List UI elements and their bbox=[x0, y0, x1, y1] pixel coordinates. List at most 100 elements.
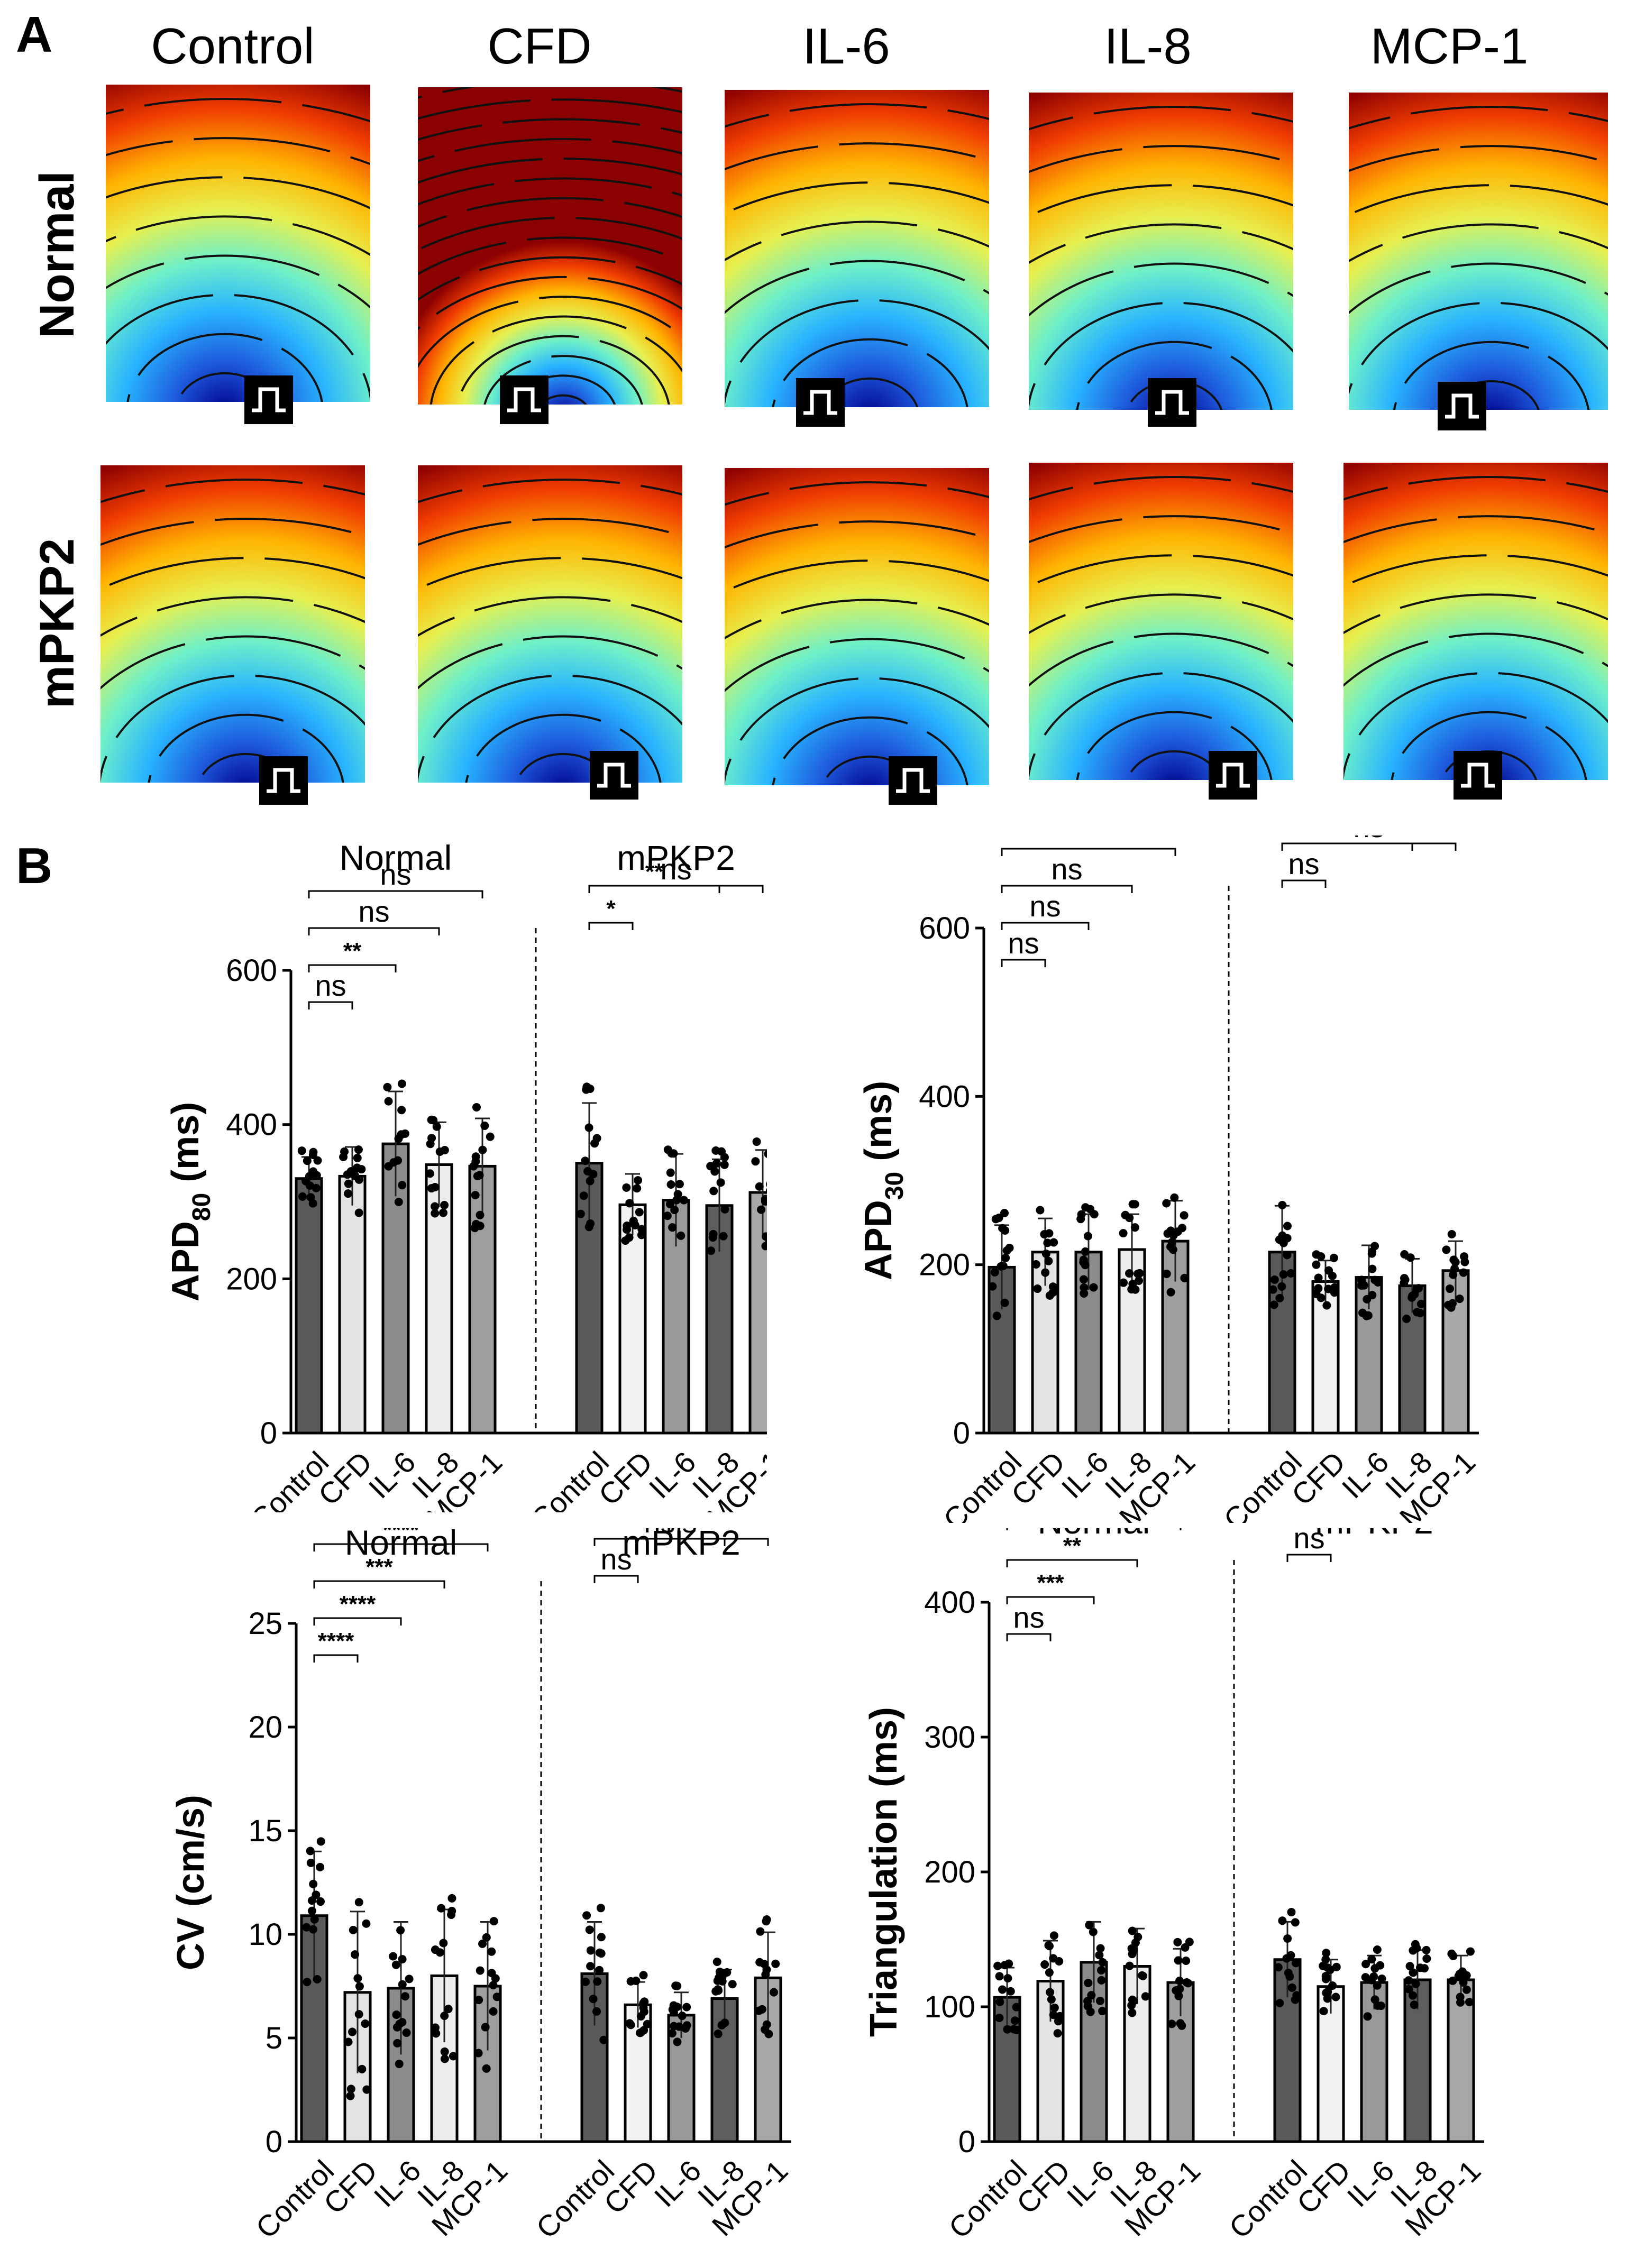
data-point bbox=[425, 1169, 434, 1178]
y-tick-label: 300 bbox=[924, 1720, 975, 1755]
data-point bbox=[673, 1981, 682, 1990]
data-point bbox=[1451, 1257, 1460, 1266]
data-point bbox=[398, 1980, 407, 1989]
data-point bbox=[1184, 1979, 1193, 1988]
significance-bracket bbox=[1001, 959, 1046, 967]
data-point bbox=[756, 1927, 765, 1936]
data-point bbox=[1005, 1243, 1014, 1252]
y-tick-label: 200 bbox=[226, 1262, 277, 1296]
pacing-stimulus-icon bbox=[259, 756, 308, 805]
data-point bbox=[1328, 1272, 1337, 1281]
data-point bbox=[1363, 2012, 1372, 2021]
data-point bbox=[1370, 1275, 1379, 1284]
data-point bbox=[599, 2035, 608, 2044]
data-point bbox=[1128, 2008, 1137, 2017]
data-point bbox=[712, 1159, 721, 1168]
data-point bbox=[1130, 1223, 1139, 1232]
pacing-stimulus-icon bbox=[590, 751, 638, 800]
y-tick-label: 5 bbox=[266, 2021, 282, 2055]
data-point bbox=[1085, 1921, 1094, 1930]
significance-label: ns bbox=[315, 969, 346, 1002]
data-point bbox=[589, 1170, 598, 1179]
data-point bbox=[298, 1192, 307, 1201]
data-point bbox=[764, 2030, 773, 2039]
data-point bbox=[752, 1137, 761, 1146]
data-point bbox=[997, 1262, 1006, 1271]
data-point bbox=[1003, 2025, 1012, 2034]
data-point bbox=[592, 1134, 601, 1143]
data-point bbox=[716, 1178, 725, 1187]
activation-map-mpkp2-mcp-1 bbox=[1343, 463, 1608, 780]
data-point bbox=[306, 1847, 315, 1856]
data-point bbox=[486, 1132, 495, 1141]
data-point bbox=[992, 1311, 1001, 1320]
activation-map-normal-cfd bbox=[418, 87, 682, 405]
column-title-control: Control bbox=[151, 18, 315, 75]
significance-bracket bbox=[313, 1580, 445, 1588]
significance-label: ** bbox=[343, 938, 362, 964]
data-point bbox=[1283, 1222, 1292, 1231]
data-point bbox=[666, 1180, 675, 1189]
significance-label: ** bbox=[645, 859, 664, 885]
data-point bbox=[1003, 1974, 1012, 1983]
data-point bbox=[666, 1168, 675, 1177]
significance-bracket bbox=[1006, 1633, 1052, 1641]
data-point bbox=[1373, 1945, 1382, 1954]
data-point bbox=[471, 1191, 480, 1200]
data-point bbox=[431, 1202, 440, 1211]
data-point bbox=[1046, 1988, 1055, 1997]
data-point bbox=[316, 1897, 325, 1906]
y-tick-label: 0 bbox=[260, 1416, 277, 1450]
y-tick-label: 0 bbox=[266, 2125, 282, 2159]
data-point bbox=[312, 1890, 321, 1899]
y-tick-label: 0 bbox=[953, 1416, 970, 1450]
data-point bbox=[1332, 1962, 1341, 1971]
data-point bbox=[585, 1925, 594, 1934]
data-point bbox=[355, 1982, 364, 1991]
data-point bbox=[1287, 1983, 1296, 1992]
data-point bbox=[669, 2008, 678, 2017]
data-point bbox=[1180, 1211, 1189, 1220]
data-point bbox=[1456, 1998, 1465, 2007]
data-point bbox=[1053, 2029, 1062, 2038]
data-point bbox=[447, 1894, 456, 1903]
data-point bbox=[397, 1079, 406, 1088]
activation-map-mpkp2-il-6 bbox=[725, 468, 989, 785]
data-point bbox=[1097, 1966, 1106, 1975]
data-point bbox=[397, 1106, 406, 1115]
bar-mpkp2-mcp-1 bbox=[748, 1191, 777, 1435]
data-point bbox=[362, 2085, 371, 2094]
data-point bbox=[770, 1988, 779, 1997]
data-point bbox=[1458, 1974, 1467, 1983]
pacing-stimulus-icon bbox=[500, 375, 549, 424]
data-point bbox=[643, 2019, 652, 2028]
data-point bbox=[1095, 1996, 1104, 2005]
data-point bbox=[718, 1977, 727, 1986]
data-point bbox=[1177, 2021, 1186, 2030]
data-point bbox=[309, 1147, 318, 1156]
data-point bbox=[1404, 1976, 1413, 1985]
data-point bbox=[1377, 1974, 1386, 1983]
data-point bbox=[1286, 1269, 1295, 1278]
data-point bbox=[349, 1925, 358, 1934]
data-point bbox=[1119, 1229, 1128, 1238]
data-point bbox=[1125, 1961, 1134, 1970]
data-point bbox=[1357, 1281, 1366, 1290]
data-point bbox=[1400, 1279, 1409, 1288]
data-point bbox=[1274, 1963, 1283, 1972]
data-point bbox=[353, 1163, 362, 1172]
data-point bbox=[764, 1150, 773, 1159]
data-point bbox=[439, 1939, 448, 1948]
data-point bbox=[1277, 1282, 1286, 1291]
data-point bbox=[1405, 1962, 1414, 1971]
data-point bbox=[472, 1103, 481, 1112]
data-point bbox=[431, 2023, 440, 2032]
data-point bbox=[306, 1858, 315, 1867]
data-point bbox=[708, 1233, 717, 1242]
data-point bbox=[1004, 1959, 1013, 1968]
data-point bbox=[626, 2021, 635, 2030]
y-tick-label: 10 bbox=[248, 1917, 282, 1952]
data-point bbox=[1036, 1206, 1045, 1215]
data-point bbox=[633, 1184, 642, 1193]
